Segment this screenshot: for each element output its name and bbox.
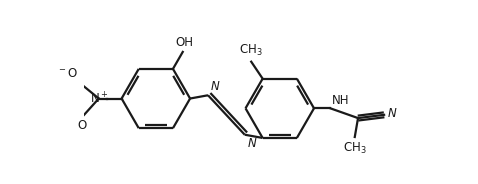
Text: CH$_3$: CH$_3$: [343, 141, 367, 156]
Text: N: N: [247, 137, 256, 150]
Text: N: N: [388, 107, 397, 120]
Text: NH: NH: [332, 94, 349, 107]
Text: CH$_3$: CH$_3$: [239, 43, 263, 59]
Text: N$^+$: N$^+$: [89, 91, 108, 106]
Text: OH: OH: [175, 36, 194, 49]
Text: N: N: [211, 80, 219, 93]
Text: $^-$O: $^-$O: [57, 67, 78, 80]
Text: O: O: [78, 119, 87, 132]
